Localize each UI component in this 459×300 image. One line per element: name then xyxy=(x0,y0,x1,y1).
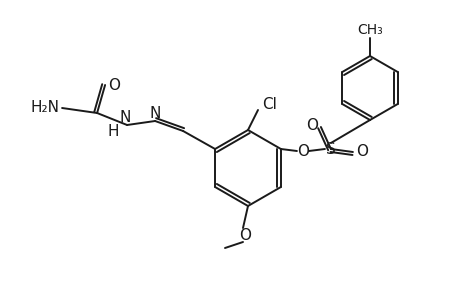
Text: O: O xyxy=(239,229,251,244)
Text: Cl: Cl xyxy=(262,97,277,112)
Text: N: N xyxy=(119,110,130,125)
Text: S: S xyxy=(325,142,335,157)
Text: H₂N: H₂N xyxy=(31,100,60,116)
Text: O: O xyxy=(355,145,367,160)
Text: O: O xyxy=(108,77,120,92)
Text: N: N xyxy=(149,106,161,122)
Text: O: O xyxy=(305,118,317,134)
Text: H: H xyxy=(107,124,118,140)
Text: CH₃: CH₃ xyxy=(356,23,382,37)
Text: O: O xyxy=(296,143,308,158)
